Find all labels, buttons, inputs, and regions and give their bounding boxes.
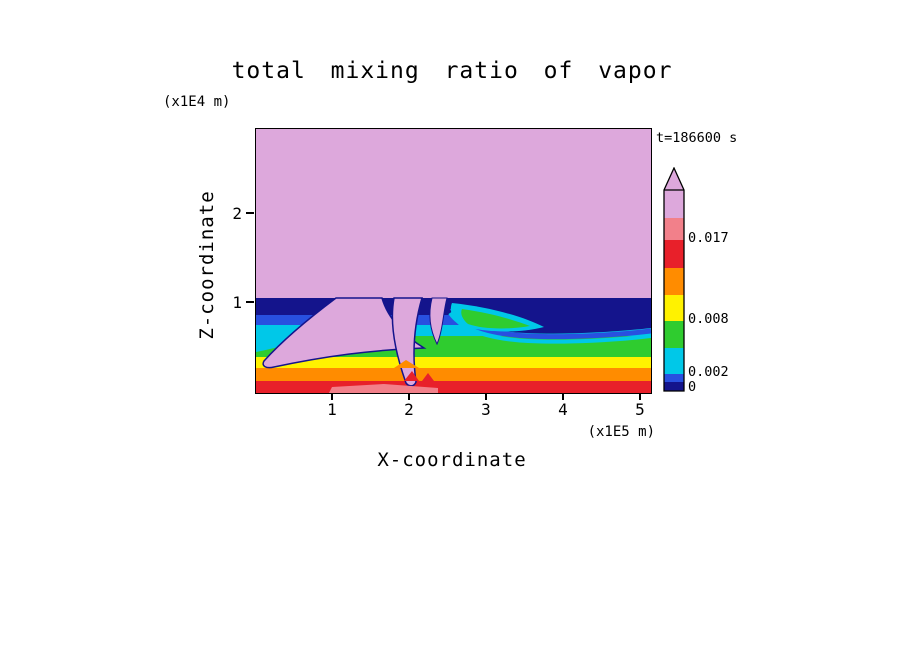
colorbar-label: 0.002 bbox=[688, 364, 729, 380]
band-yellow bbox=[256, 357, 651, 368]
orange-bump bbox=[394, 360, 419, 368]
x-tick-1 bbox=[331, 393, 333, 400]
colorbar-label: 0 bbox=[688, 379, 697, 395]
y-axis-label: Z-coordinate bbox=[196, 190, 218, 340]
x-axis-label: X-coordinate bbox=[377, 449, 527, 471]
x-tick-2 bbox=[408, 393, 410, 400]
band-orange bbox=[256, 368, 651, 381]
filament-plume bbox=[429, 297, 448, 346]
x-tick-label: 3 bbox=[481, 400, 491, 419]
x-tick-label: 1 bbox=[327, 400, 337, 419]
x-tick-4 bbox=[562, 393, 564, 400]
colorbar-label: 0.008 bbox=[688, 311, 729, 327]
colorbar-segment-plum bbox=[664, 190, 684, 218]
y-tick-2 bbox=[246, 212, 254, 214]
y-tick-label: 1 bbox=[232, 293, 242, 312]
y-tick-label: 2 bbox=[232, 204, 242, 223]
colorbar-segment-blue bbox=[664, 374, 684, 382]
band-cyan bbox=[256, 325, 651, 336]
colorbar-segment-orange bbox=[664, 268, 684, 295]
column-plume bbox=[391, 297, 424, 387]
x-tick-3 bbox=[485, 393, 487, 400]
colorbar-label: 0.017 bbox=[688, 230, 729, 246]
x-tick-label: 4 bbox=[558, 400, 568, 419]
time-annotation: t=186600 s bbox=[656, 130, 738, 146]
colorbar-segment-green bbox=[664, 321, 684, 348]
colorbar-segment-salmon bbox=[664, 218, 684, 240]
salmon-bottom bbox=[329, 384, 438, 393]
x-tick-label: 2 bbox=[404, 400, 414, 419]
colorbar-labels: 0.017 0.008 0.002 0 bbox=[688, 167, 748, 395]
x-tick-label: 5 bbox=[635, 400, 645, 419]
x-tick-5 bbox=[639, 393, 641, 400]
y-tick-1 bbox=[246, 301, 254, 303]
x-axis-unit: (x1E5 m) bbox=[587, 424, 655, 440]
y-axis-unit: (x1E4 m) bbox=[163, 94, 231, 110]
red-spikes bbox=[404, 371, 434, 381]
green-patch bbox=[461, 309, 530, 329]
chart-title: total mixing ratio of vapor bbox=[231, 58, 673, 84]
colorbar-arrow-tip bbox=[664, 168, 684, 190]
colorbar-segment-yellow bbox=[664, 295, 684, 321]
colorbar-segment-red bbox=[664, 240, 684, 268]
colorbar-segment-cyan bbox=[664, 348, 684, 374]
band-red bbox=[256, 381, 651, 393]
colorbar bbox=[663, 167, 685, 392]
colorbar-outline bbox=[663, 167, 685, 392]
colorbar-segment-navy bbox=[664, 382, 684, 391]
plot-area bbox=[255, 128, 652, 394]
contour-field bbox=[256, 129, 651, 393]
